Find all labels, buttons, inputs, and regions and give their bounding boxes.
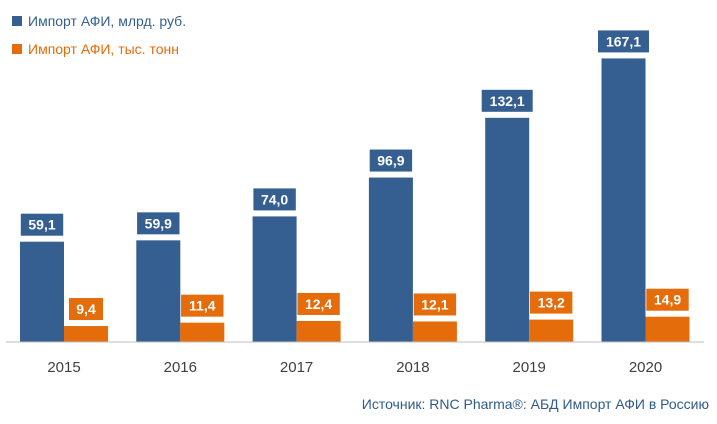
data-label-box	[481, 89, 533, 112]
source-note: Источник: RNC Pharma®: АБД Импорт АФИ в …	[361, 396, 709, 412]
data-label-box	[69, 298, 103, 321]
data-label-box	[646, 288, 689, 311]
data-label-box	[530, 291, 573, 314]
bar-rub-2019	[485, 117, 530, 342]
data-label-box	[413, 293, 457, 316]
bar-tonnes-2019	[529, 319, 574, 342]
bar-rub-2020	[601, 58, 646, 342]
data-label-box	[181, 294, 224, 317]
bar-tonnes-2017	[296, 320, 341, 342]
legend: Импорт АФИ, млрд. руб. Импорт АФИ, тыс. т…	[12, 13, 186, 57]
bar-tonnes-2018	[412, 321, 457, 342]
data-label-box	[253, 188, 296, 211]
data-label: 12,1	[421, 296, 448, 312]
bar-tonnes-2015	[64, 326, 108, 342]
bar-tonnes-2020	[645, 316, 690, 342]
data-label: 59,1	[28, 217, 55, 233]
data-label: 9,4	[76, 301, 96, 317]
data-label: 59,9	[145, 215, 172, 231]
legend-swatch	[12, 44, 22, 54]
x-tick-label: 2016	[164, 359, 197, 376]
data-label: 12,4	[305, 296, 332, 312]
x-tick-label: 2020	[629, 359, 662, 376]
data-label-box	[598, 30, 649, 53]
legend-swatch	[12, 16, 22, 26]
data-label: 132,1	[490, 93, 525, 109]
data-label: 74,0	[261, 191, 288, 207]
data-label: 96,9	[377, 153, 404, 169]
x-tick-label: 2017	[280, 359, 313, 376]
data-label: 14,9	[654, 292, 681, 308]
bars	[20, 58, 690, 342]
data-label: 11,4	[189, 298, 216, 314]
bar-rub-2017	[252, 216, 297, 342]
data-label: 13,2	[538, 295, 565, 311]
data-label-box	[369, 149, 413, 172]
legend-label: Импорт АФИ, тыс. тонн	[28, 41, 179, 57]
bar-rub-2018	[368, 177, 413, 342]
data-label-box	[297, 292, 340, 315]
data-label: 167,1	[606, 33, 641, 49]
bar-rub-2016	[136, 240, 181, 342]
x-tick-label: 2015	[47, 359, 80, 376]
x-axis-ticks: 2015 2016 2017 2018 2019 2020	[47, 359, 662, 376]
data-labels: 59,1 59,9 74,0 96,9 132,1 167,1 9,4 11,4 12,4 12,…	[20, 30, 689, 321]
x-tick-label: 2019	[513, 359, 546, 376]
bar-tonnes-2016	[180, 322, 225, 342]
legend-label: Импорт АФИ, млрд. руб.	[28, 13, 186, 29]
data-label-box	[137, 212, 180, 235]
bar-rub-2015	[20, 241, 64, 342]
data-label-box	[20, 213, 64, 236]
x-tick-label: 2018	[396, 359, 429, 376]
